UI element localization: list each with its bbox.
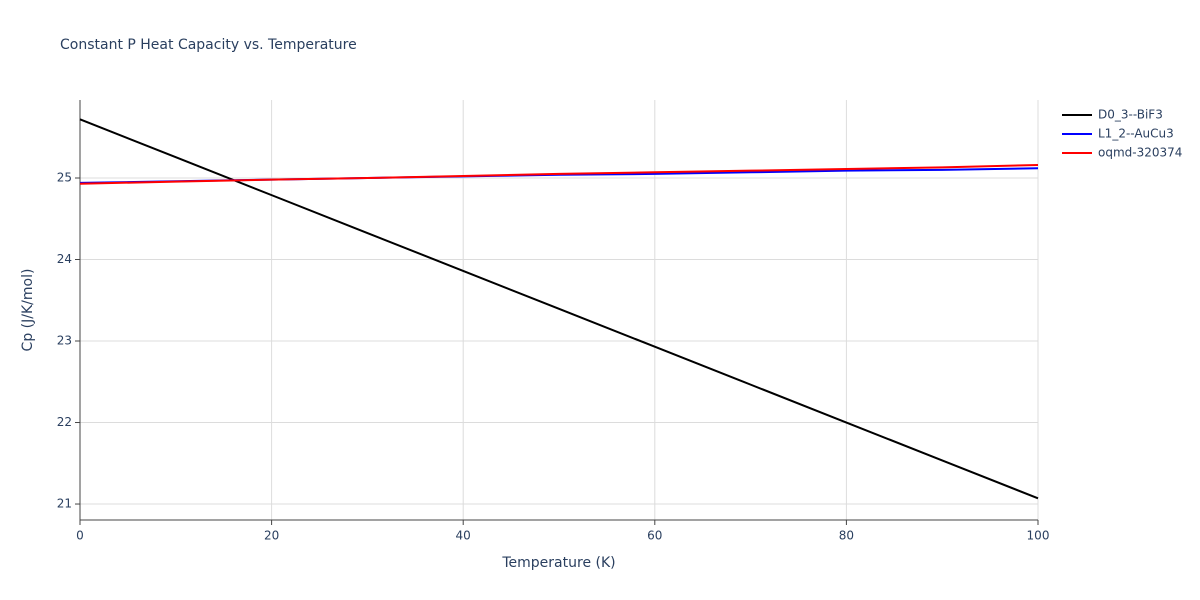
y-tick-label: 23 bbox=[57, 334, 72, 348]
x-tick-label: 60 bbox=[647, 529, 662, 543]
line-series bbox=[79, 163, 1039, 185]
line-series bbox=[79, 118, 1039, 500]
y-axis-label: Cp (J/K/mol) bbox=[20, 269, 36, 352]
x-tick-label: 80 bbox=[839, 529, 854, 543]
legend-label: D0_3--BiF3 bbox=[1098, 108, 1163, 122]
y-tick-label: 24 bbox=[57, 252, 72, 266]
x-axis-label: Temperature (K) bbox=[501, 555, 615, 571]
y-tick-label: 21 bbox=[57, 497, 72, 511]
legend-label: oqmd-320374 bbox=[1098, 146, 1182, 160]
x-tick-label: 20 bbox=[264, 529, 279, 543]
y-tick-label: 25 bbox=[57, 171, 72, 185]
y-tick-label: 22 bbox=[57, 415, 72, 429]
x-tick-label: 40 bbox=[456, 529, 471, 543]
chart-title: Constant P Heat Capacity vs. Temperature bbox=[60, 37, 357, 53]
x-tick-label: 0 bbox=[76, 529, 84, 543]
x-tick-label: 100 bbox=[1027, 529, 1050, 543]
legend-label: L1_2--AuCu3 bbox=[1098, 127, 1174, 141]
